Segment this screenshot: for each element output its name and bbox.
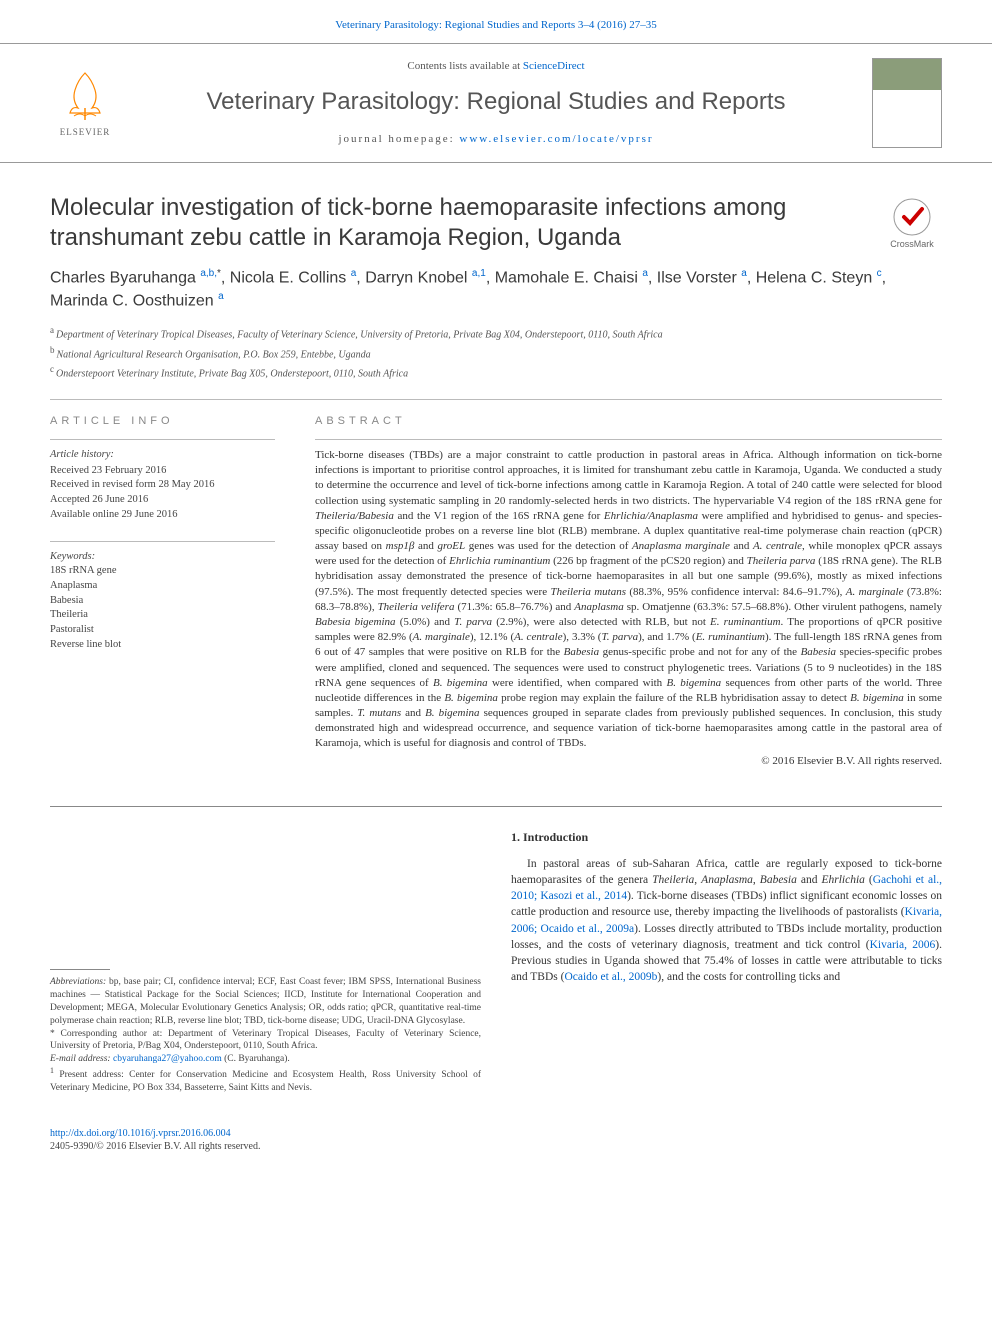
affiliations: aDepartment of Veterinary Tropical Disea… (50, 324, 942, 381)
doi-link[interactable]: http://dx.doi.org/10.1016/j.vprsr.2016.0… (50, 1128, 231, 1139)
corresponding-author-footnote: * Corresponding author at: Department of… (50, 1028, 481, 1054)
elsevier-tree-icon (60, 68, 110, 123)
affiliation-b: bNational Agricultural Research Organisa… (50, 344, 942, 362)
crossmark-icon[interactable]: CrossMark (882, 193, 942, 253)
masthead-center: Contents lists available at ScienceDirec… (140, 59, 852, 147)
abstract-copyright: © 2016 Elsevier B.V. All rights reserved… (315, 754, 942, 769)
keyword: Anaplasma (50, 579, 275, 594)
affiliation-c: cOnderstepoort Veterinary Institute, Pri… (50, 363, 942, 381)
keyword: Pastoralist (50, 623, 275, 638)
homepage-line: journal homepage: www.elsevier.com/locat… (140, 132, 852, 147)
footnote-rule (50, 969, 110, 970)
article-body: Abbreviations: bp, base pair; CI, confid… (0, 807, 992, 1114)
abstract-label: abstract (315, 414, 942, 429)
keywords-block: Keywords: 18S rRNA gene Anaplasma Babesi… (50, 541, 275, 653)
page-footer: http://dx.doi.org/10.1016/j.vprsr.2016.0… (0, 1115, 992, 1178)
journal-name: Veterinary Parasitology: Regional Studie… (140, 86, 852, 118)
issn-copyright: 2405-9390/© 2016 Elsevier B.V. All right… (50, 1140, 942, 1154)
keyword: 18S rRNA gene (50, 564, 275, 579)
article-info-column: article info Article history: Received 2… (50, 414, 275, 768)
author-list: Charles Byaruhanga a,b,*, Nicola E. Coll… (50, 267, 942, 312)
publisher-name: ELSEVIER (60, 126, 111, 138)
introduction-paragraph: In pastoral areas of sub-Saharan Africa,… (511, 856, 942, 985)
email-footnote: E-mail address: cbyaruhanga27@yahoo.com … (50, 1053, 481, 1066)
svg-text:CrossMark: CrossMark (890, 239, 934, 249)
present-address-footnote: 1 Present address: Center for Conservati… (50, 1066, 481, 1095)
keyword: Theileria (50, 608, 275, 623)
elsevier-logo[interactable]: ELSEVIER (50, 63, 120, 143)
article-title: Molecular investigation of tick-borne ha… (50, 193, 862, 253)
keyword: Reverse line blot (50, 638, 275, 653)
article-front-matter: Molecular investigation of tick-borne ha… (0, 163, 992, 789)
journal-homepage-link[interactable]: www.elsevier.com/locate/vprsr (459, 133, 653, 145)
article-history: Article history: Received 23 February 20… (50, 439, 275, 522)
contents-line: Contents lists available at ScienceDirec… (140, 59, 852, 74)
issue-reference[interactable]: Veterinary Parasitology: Regional Studie… (0, 0, 992, 43)
divider (50, 399, 942, 400)
abbreviations-footnote: Abbreviations: bp, base pair; CI, confid… (50, 976, 481, 1027)
article-info-label: article info (50, 414, 275, 429)
abstract-column: abstract Tick-borne diseases (TBDs) are … (315, 414, 942, 768)
introduction-heading: 1. Introduction (511, 829, 942, 846)
author-email-link[interactable]: cbyaruhanga27@yahoo.com (113, 1054, 222, 1064)
affiliation-a: aDepartment of Veterinary Tropical Disea… (50, 324, 942, 342)
masthead: ELSEVIER Contents lists available at Sci… (0, 43, 992, 163)
footnotes-column: Abbreviations: bp, base pair; CI, confid… (50, 829, 481, 1094)
keyword: Babesia (50, 594, 275, 609)
abstract-text: Tick-borne diseases (TBDs) are a major c… (315, 439, 942, 751)
journal-cover-thumbnail[interactable] (872, 58, 942, 148)
introduction-column: 1. Introduction In pastoral areas of sub… (511, 829, 942, 1094)
sciencedirect-link[interactable]: ScienceDirect (523, 60, 585, 72)
